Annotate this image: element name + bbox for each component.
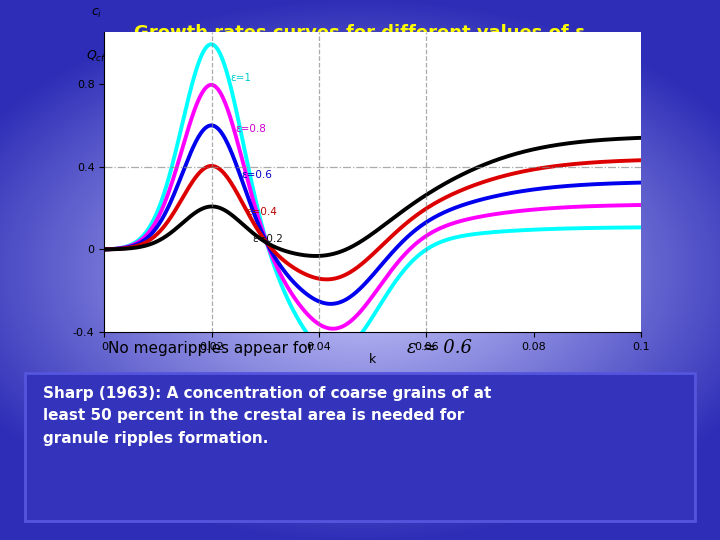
- Text: ε=0.8: ε=0.8: [236, 124, 266, 134]
- Text: $c_i$: $c_i$: [91, 8, 102, 21]
- Text: ε=0.4: ε=0.4: [246, 207, 277, 217]
- Text: ε=0.2: ε=0.2: [252, 234, 283, 244]
- Text: ε=1: ε=1: [230, 73, 251, 83]
- Text: Sharp (1963): A concentration of coarse grains of at
least 50 percent in the cre: Sharp (1963): A concentration of coarse …: [43, 386, 492, 445]
- Text: ε ≈ 0.6: ε ≈ 0.6: [407, 339, 472, 357]
- FancyBboxPatch shape: [25, 373, 695, 521]
- Text: $Q_{cf}$: $Q_{cf}$: [86, 49, 107, 64]
- Text: Growth rates curves for different values of ε: Growth rates curves for different values…: [135, 24, 585, 42]
- Text: No megaripples appear for: No megaripples appear for: [108, 341, 314, 356]
- X-axis label: k: k: [369, 353, 377, 366]
- Text: ε=0.6: ε=0.6: [241, 170, 272, 180]
